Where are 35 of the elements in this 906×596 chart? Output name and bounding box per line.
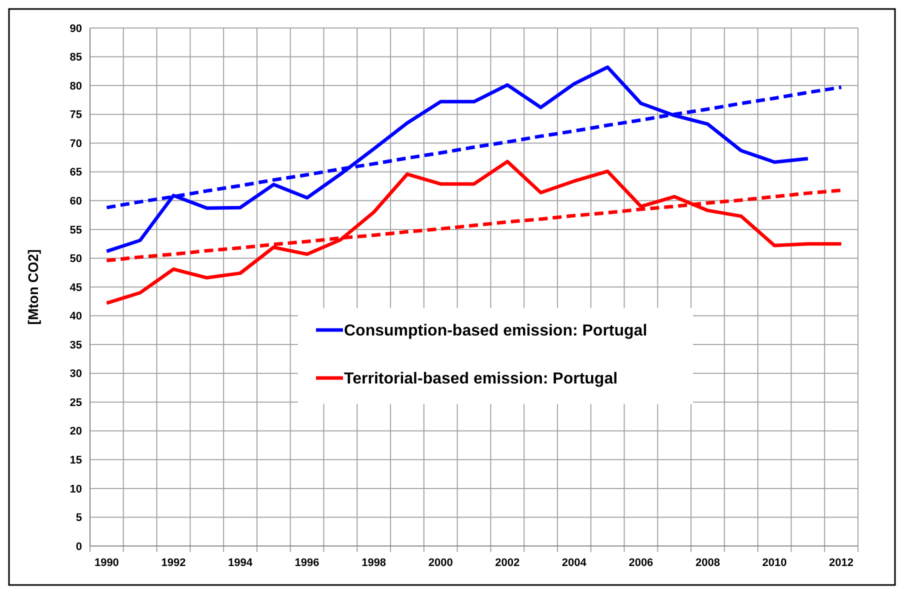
y-tick-label: 55 — [70, 224, 82, 236]
x-tick-label: 2010 — [762, 557, 787, 569]
y-tick-label: 60 — [70, 196, 82, 208]
x-tick-label: 2008 — [695, 557, 720, 569]
x-tick-label: 1998 — [362, 557, 386, 569]
x-tick-label: 2000 — [428, 557, 453, 569]
y-tick-label: 80 — [70, 80, 82, 92]
y-tick-label: 45 — [70, 282, 82, 294]
x-tick-label: 2012 — [829, 557, 854, 569]
y-tick-label: 75 — [70, 109, 82, 122]
y-axis-title: [Mton CO2] — [25, 249, 41, 325]
y-tick-label: 15 — [70, 454, 82, 467]
y-tick-label: 85 — [70, 52, 82, 64]
y-tick-label: 0 — [76, 540, 82, 553]
legend-label: Consumption-based emission: Portugal — [344, 322, 648, 340]
y-tick-label: 30 — [70, 368, 82, 380]
x-tick-label: 2004 — [562, 557, 588, 569]
x-tick-label: 1996 — [294, 557, 320, 569]
x-tick-label: 2006 — [628, 557, 654, 569]
y-tick-label: 20 — [70, 426, 82, 438]
x-tick-label: 1994 — [228, 557, 254, 569]
y-tick-label: 90 — [70, 22, 82, 35]
y-tick-label: 40 — [70, 310, 82, 323]
y-tick-label: 5 — [76, 512, 82, 524]
x-tick-label: 1992 — [161, 557, 186, 569]
y-tick-label: 25 — [70, 396, 82, 409]
y-tick-label: 65 — [70, 166, 82, 179]
line-series — [104, 160, 844, 305]
y-tick-label: 50 — [70, 253, 82, 266]
legend-label: Territorial-based emission: Portugal — [344, 370, 618, 388]
x-tick-label: 1990 — [94, 557, 119, 569]
y-tick-label: 10 — [70, 483, 82, 496]
y-tick-label: 35 — [70, 339, 82, 352]
x-tick-label: 2002 — [495, 557, 520, 569]
y-tick-label: 70 — [70, 138, 82, 150]
